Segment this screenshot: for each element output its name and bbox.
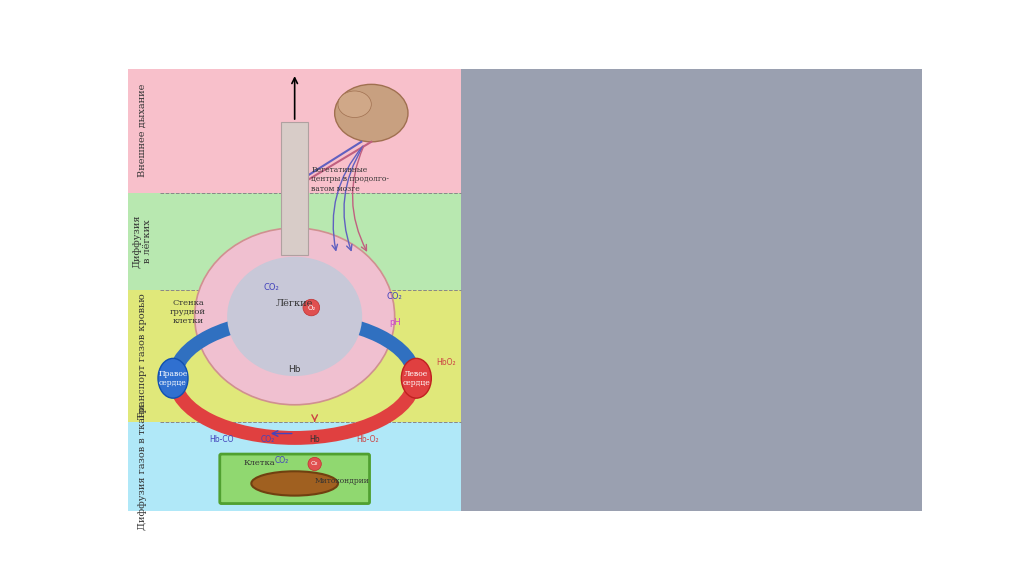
Circle shape (303, 299, 319, 316)
Text: Hb: Hb (309, 435, 319, 444)
Text: Вегетативные
центры в продолго-
ватом мозге: Вегетативные центры в продолго- ватом мо… (311, 166, 389, 192)
Ellipse shape (338, 91, 372, 118)
Bar (128, 193, 461, 290)
Text: Диффузия газов в ткани: Диффузия газов в ткани (138, 404, 146, 530)
Ellipse shape (401, 358, 431, 398)
Text: Митохондрии: Митохондрии (314, 477, 370, 485)
Bar (128, 422, 461, 511)
Text: Диффузия
в лёгких: Диффузия в лёгких (132, 215, 152, 268)
Text: Клетка: Клетка (244, 459, 275, 467)
Bar (461, 193, 471, 290)
Text: Правое
сердце: Правое сердце (159, 370, 187, 387)
Bar (461, 69, 922, 511)
Text: CO₂: CO₂ (387, 292, 402, 301)
FancyBboxPatch shape (220, 454, 370, 503)
Text: Hb-O₂: Hb-O₂ (356, 435, 379, 444)
Bar (461, 69, 471, 193)
Text: CO₂: CO₂ (274, 456, 289, 464)
Ellipse shape (195, 228, 394, 405)
Text: Hb: Hb (289, 364, 301, 374)
Bar (128, 290, 461, 422)
Text: CO₂: CO₂ (261, 435, 275, 444)
Text: Транспорт газов кровью: Транспорт газов кровью (138, 293, 146, 419)
Text: Внешнее дыхание: Внешнее дыхание (138, 84, 146, 177)
Circle shape (308, 457, 322, 471)
Bar (282, 122, 308, 254)
Bar (128, 69, 461, 193)
Ellipse shape (335, 84, 408, 142)
Bar (461, 290, 471, 422)
Bar (461, 69, 922, 574)
Text: O₂: O₂ (311, 461, 318, 467)
Text: O₂: O₂ (307, 305, 315, 311)
Text: HbO₂: HbO₂ (436, 358, 456, 367)
Ellipse shape (158, 358, 188, 398)
Ellipse shape (251, 471, 338, 495)
Text: Левое
сердце: Левое сердце (402, 370, 430, 387)
Text: Hb-CO: Hb-CO (209, 435, 233, 444)
Ellipse shape (227, 257, 362, 376)
Bar (461, 422, 471, 511)
Text: CO₂: CO₂ (263, 283, 280, 292)
Text: Стенка
грудной
клетки: Стенка грудной клетки (170, 299, 206, 325)
Text: Лёгкие: Лёгкие (276, 298, 313, 308)
Text: pH: pH (389, 318, 400, 327)
